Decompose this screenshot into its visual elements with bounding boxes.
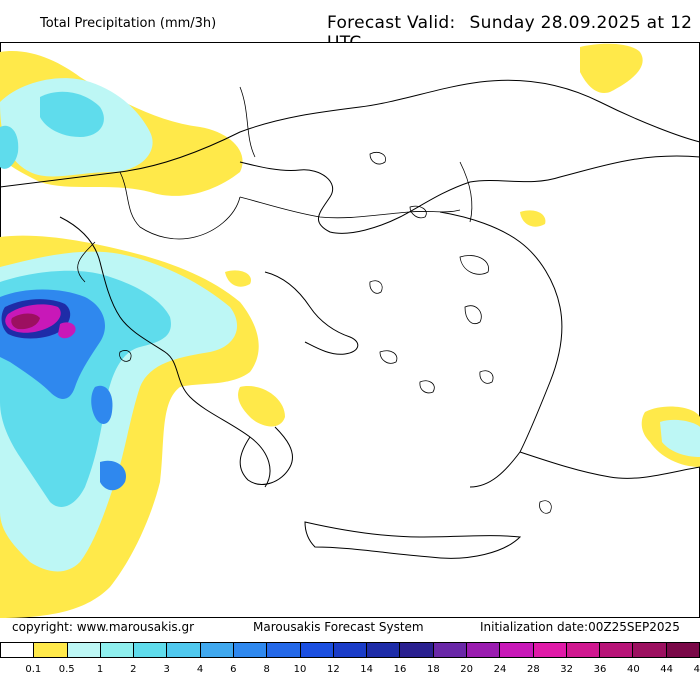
legend-swatch <box>233 642 268 658</box>
legend-swatch <box>466 642 501 658</box>
legend-swatch <box>533 642 567 658</box>
legend-swatch <box>400 642 434 658</box>
legend-tick: 12 <box>326 664 340 675</box>
precipitation-map <box>0 42 700 618</box>
initialization-date: Initialization date:00Z25SEP2025 <box>480 620 680 634</box>
legend-tick: 32 <box>560 664 574 675</box>
legend-color-scale <box>0 642 700 658</box>
legend-tick: 16 <box>393 664 407 675</box>
legend-tick: 28 <box>526 664 540 675</box>
copyright-text: copyright: www.marousakis.gr <box>12 620 195 634</box>
legend-tick: 14 <box>360 664 374 675</box>
legend-swatch <box>100 642 135 658</box>
legend-tick: 2 <box>130 664 137 675</box>
islands <box>119 152 552 514</box>
legend-tick: 4 <box>196 664 204 675</box>
legend-tick: 10 <box>293 664 307 675</box>
legend-swatch <box>200 642 234 658</box>
legend-tick: 1 <box>96 664 104 675</box>
legend-swatch <box>267 642 301 658</box>
legend-swatch <box>367 642 401 658</box>
legend-tick: 6 <box>230 664 237 675</box>
legend-swatch <box>34 642 68 658</box>
legend-tick: 3 <box>163 664 170 675</box>
legend-tick: 24 <box>493 664 507 675</box>
legend-tick: 0.1 <box>25 664 42 675</box>
legend-swatch <box>566 642 601 658</box>
legend-swatch <box>633 642 667 658</box>
legend-tick: 8 <box>263 664 270 675</box>
legend-swatch <box>666 642 700 658</box>
product-title: Total Precipitation (mm/3h) <box>40 16 217 31</box>
legend-tick: 18 <box>426 664 440 675</box>
legend-tick: 0.5 <box>58 664 75 675</box>
legend-swatch <box>167 642 201 658</box>
legend-swatch <box>333 642 368 658</box>
legend-swatch <box>600 642 634 658</box>
legend-swatch <box>134 642 168 658</box>
system-name: Marousakis Forecast System <box>253 620 424 634</box>
legend-tick: 20 <box>460 664 474 675</box>
legend-tick-labels: 0.10.512346810121416182024283236404448 <box>0 664 700 680</box>
valid-label: Forecast Valid: <box>327 13 456 33</box>
borders <box>77 86 473 283</box>
legend-tick: 36 <box>593 664 607 675</box>
map-header: Total Precipitation (mm/3h) Forecast Val… <box>0 0 700 53</box>
legend-tick: 48 <box>693 664 700 675</box>
legend-tick: 40 <box>626 664 640 675</box>
precip-crimson-core <box>11 313 40 330</box>
legend-swatch <box>500 642 534 658</box>
legend-swatch <box>0 642 35 658</box>
legend-swatch <box>67 642 101 658</box>
map-footer: copyright: www.marousakis.gr Marousakis … <box>0 618 700 640</box>
legend-swatch <box>433 642 467 658</box>
legend-swatch <box>300 642 334 658</box>
legend-tick: 44 <box>660 664 674 675</box>
